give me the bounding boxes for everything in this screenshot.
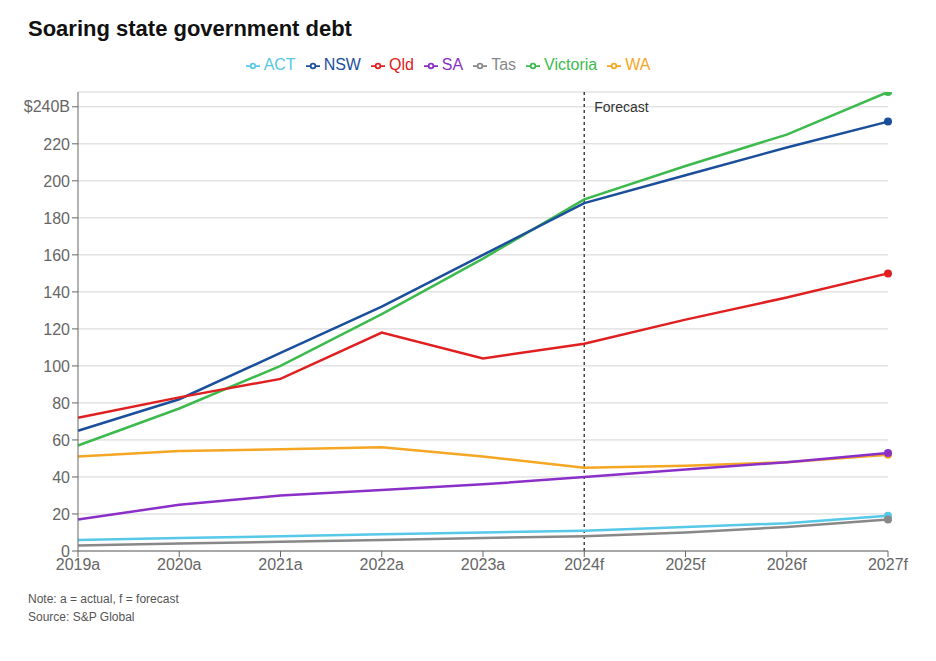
svg-text:2027f: 2027f (868, 556, 909, 573)
svg-text:2022a: 2022a (360, 556, 405, 573)
svg-text:160: 160 (43, 247, 70, 264)
svg-text:2026f: 2026f (767, 556, 808, 573)
svg-text:$240B: $240B (24, 98, 70, 115)
svg-text:80: 80 (52, 395, 70, 412)
svg-text:2020a: 2020a (157, 556, 202, 573)
svg-text:140: 140 (43, 284, 70, 301)
svg-text:0: 0 (61, 543, 70, 560)
html-text:Soaring state government debt: Soaring state government debt (28, 16, 352, 41)
svg-text:2025f: 2025f (665, 556, 706, 573)
svg-text:200: 200 (43, 173, 70, 190)
html-text:Qld: Qld (389, 56, 414, 73)
html-text:ACT: ACT (263, 56, 296, 73)
svg-text:2021a: 2021a (258, 556, 303, 573)
html-text:Source: S&P Global: Source: S&P Global (28, 610, 135, 624)
svg-text:2024f: 2024f (564, 556, 605, 573)
html-text:WA: WA (625, 56, 651, 73)
svg-text:120: 120 (43, 321, 70, 338)
svg-text:2023a: 2023a (461, 556, 506, 573)
svg-text:40: 40 (52, 469, 70, 486)
svg-text:100: 100 (43, 358, 70, 375)
html-text:Victoria: Victoria (544, 56, 598, 73)
svg-text:220: 220 (43, 136, 70, 153)
svg-text:Forecast: Forecast (594, 99, 649, 115)
svg-text:60: 60 (52, 432, 70, 449)
svg-text:180: 180 (43, 210, 70, 227)
html-text:Note: a = actual, f = forecast: Note: a = actual, f = forecast (28, 592, 179, 606)
svg-text:20: 20 (52, 506, 70, 523)
html-text:Tas: Tas (491, 56, 517, 73)
svg-text:2019a: 2019a (55, 556, 101, 574)
html-text:NSW: NSW (323, 56, 361, 73)
html-text:SA: SA (441, 56, 464, 73)
